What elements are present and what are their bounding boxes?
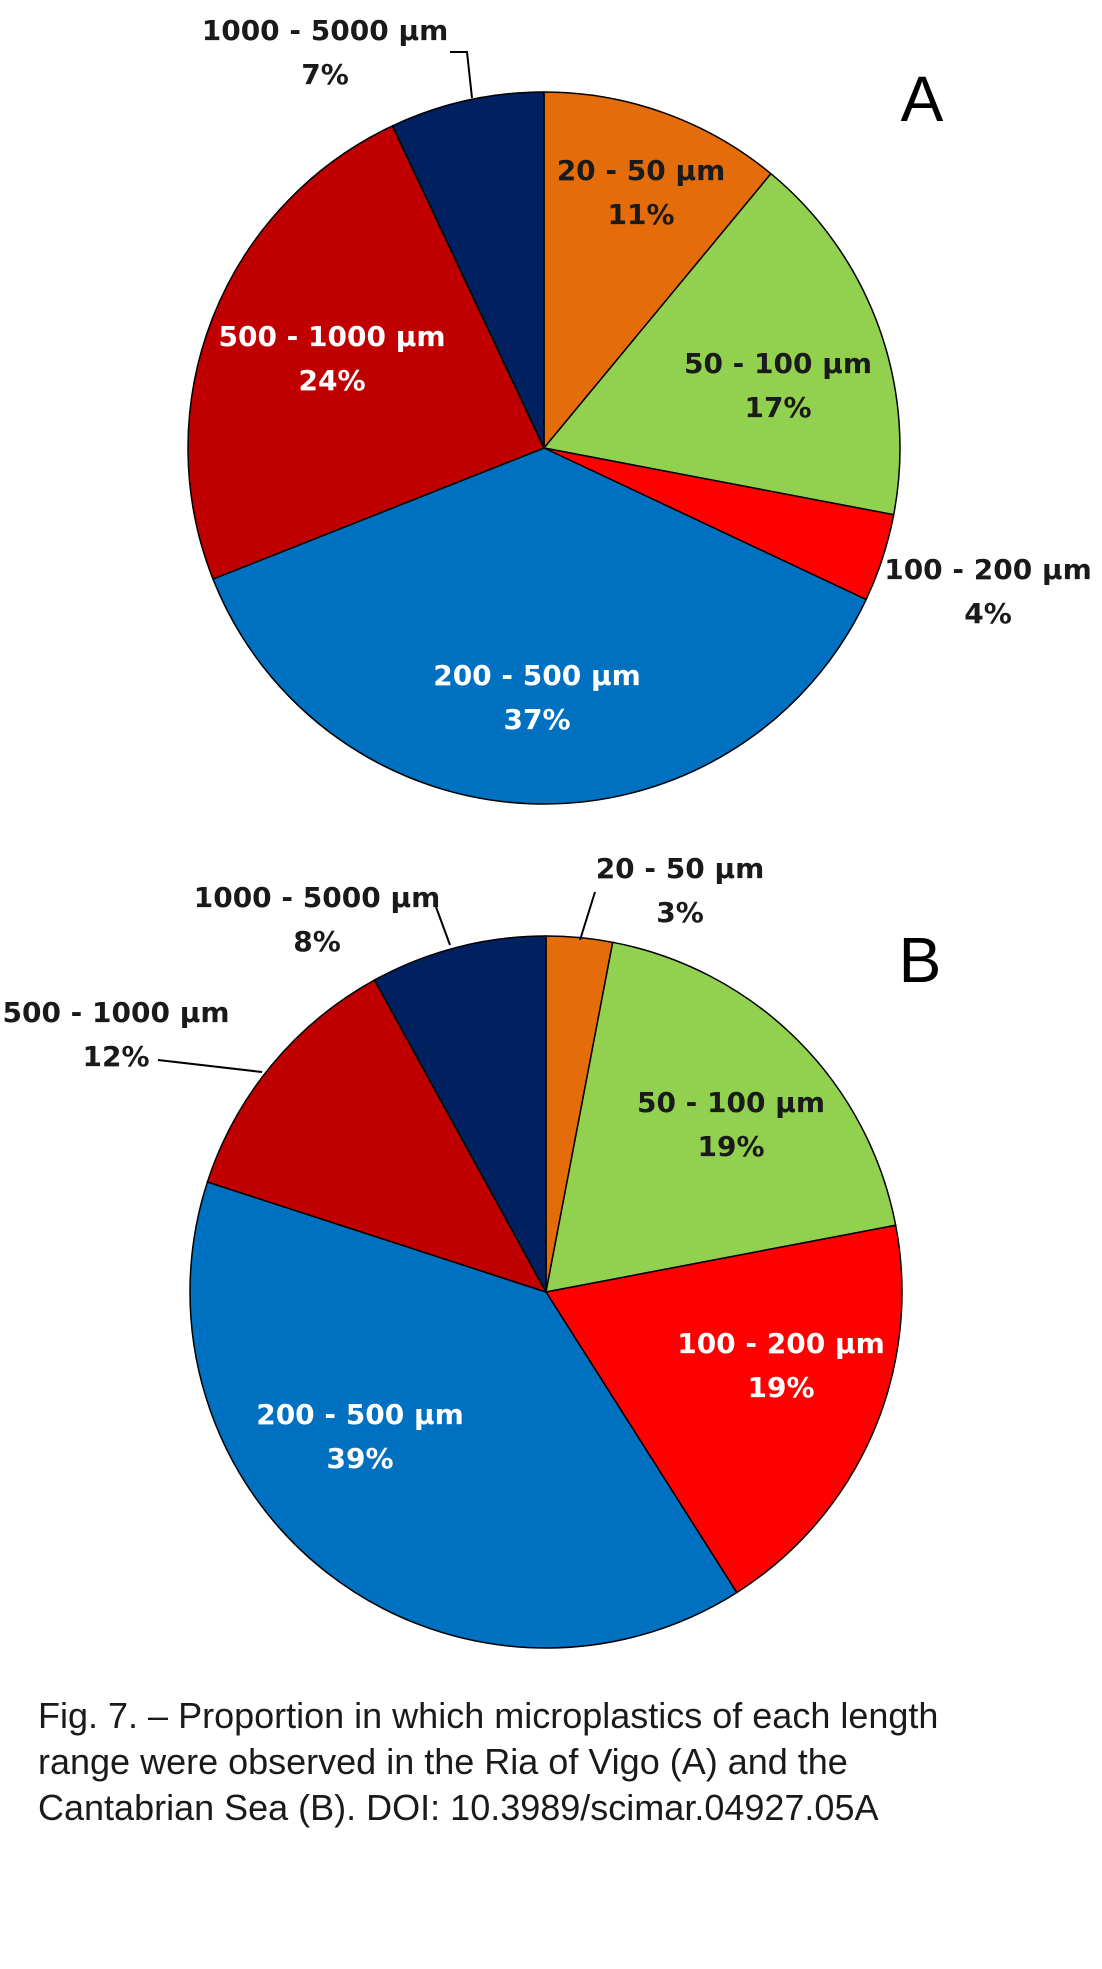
pie-a-slice-6 (391, 91, 545, 449)
pie-a-label-1: 20 - 50 µm (557, 154, 726, 187)
pie-b-percent-2: 19% (697, 1130, 764, 1163)
caption-line-3: Cantabrian Sea (B). DOI: 10.3989/scimar.… (38, 1787, 879, 1828)
pie-a-slice-4 (212, 447, 868, 805)
pie-a-label-3: 100 - 200 µm (884, 553, 1092, 586)
pie-a-percent-4: 37% (503, 703, 570, 736)
pie-b-label-4: 200 - 500 µm (256, 1398, 464, 1431)
pie-a-leader-6 (450, 51, 473, 99)
pie-b-percent-6: 8% (293, 925, 341, 958)
pie-a-percent-3: 4% (964, 597, 1012, 630)
pie-b-percent-4: 39% (326, 1442, 393, 1475)
pie-a-slice-5 (187, 124, 546, 581)
pie-b-slice-2 (545, 941, 897, 1293)
pie-b-leader-6 (435, 906, 451, 946)
pie-a-label-2: 50 - 100 µm (684, 347, 872, 380)
pie-b-slice-4 (189, 1181, 738, 1649)
pie-a-slice-2 (542, 172, 901, 516)
pie-b-slice-5 (206, 979, 548, 1294)
pie-a-percent-5: 24% (298, 364, 365, 397)
pie-a-percent-2: 17% (744, 391, 811, 424)
caption-line-2: range were observed in the Ria of Vigo (… (38, 1741, 848, 1782)
panel-letter-a: A (901, 63, 944, 135)
pie-a-percent-6: 7% (301, 58, 349, 91)
pie-b-slice-3 (544, 1224, 903, 1594)
pie-b-percent-5: 12% (82, 1040, 149, 1073)
pie-b-label-3: 100 - 200 µm (677, 1327, 885, 1360)
pie-a-percent-1: 11% (607, 198, 674, 231)
pie-b-label-2: 50 - 100 µm (637, 1086, 825, 1119)
caption-line-1: Fig. 7. – Proportion in which microplast… (38, 1695, 939, 1736)
panel-letter-b: B (899, 924, 942, 996)
pie-b-slice-6 (373, 935, 547, 1293)
pie-a-label-5: 500 - 1000 µm (218, 320, 445, 353)
figure-caption: Fig. 7. – Proportion in which microplast… (38, 1693, 1078, 1831)
pie-a-label-6: 1000 - 5000 µm (202, 14, 449, 47)
pie-chart-a: 20 - 50 µm 11% 50 - 100 µm 17% 100 - 200 µm 4… (187, 14, 1092, 805)
pie-b-leader-1 (579, 891, 596, 941)
pie-b-label-6: 1000 - 5000 µm (194, 881, 441, 914)
pie-a-label-4: 200 - 500 µm (433, 659, 641, 692)
figure-pie-charts: 20 - 50 µm 11% 50 - 100 µm 17% 100 - 200 µm 4… (2, 14, 1092, 1649)
pie-b-label-5: 500 - 1000 µm (2, 996, 229, 1029)
pie-b-leader-5 (157, 1059, 263, 1073)
pie-b-percent-1: 3% (656, 896, 704, 929)
pie-b-label-1: 20 - 50 µm (596, 852, 765, 885)
pie-chart-b: 20 - 50 µm 3% 50 - 100 µm 19% 100 - 200 µm 19… (2, 852, 903, 1649)
pie-a-slice-1 (543, 91, 772, 451)
pie-b-percent-3: 19% (747, 1371, 814, 1404)
